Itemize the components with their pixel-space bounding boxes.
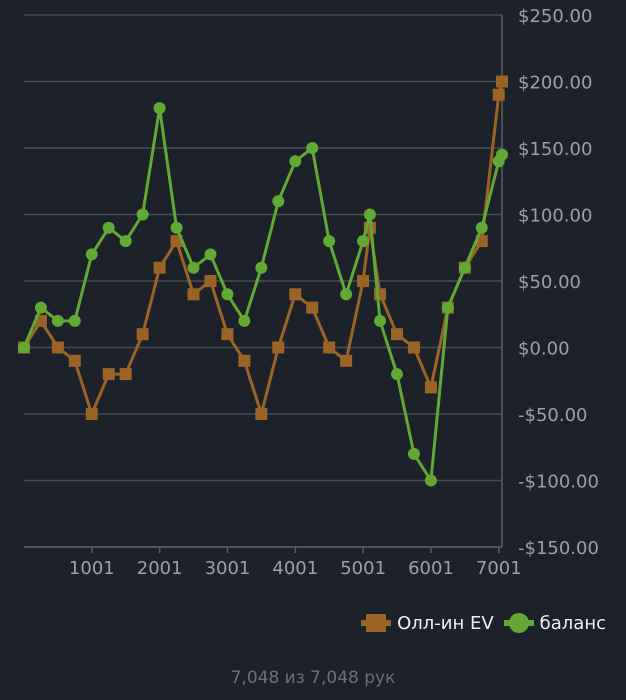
balance-point — [340, 288, 353, 301]
balance-point — [34, 301, 47, 314]
legend-label-ev: Олл-ин EV — [397, 612, 494, 634]
y-tick-label: $100.00 — [518, 206, 592, 227]
y-tick-label: $0.00 — [518, 339, 570, 360]
y-tick-label: $50.00 — [518, 272, 581, 293]
ev-point — [289, 288, 302, 301]
balance-point — [170, 221, 183, 234]
ev-point — [51, 341, 64, 354]
x-tick-label: 2001 — [137, 558, 183, 579]
x-tick-label: 3001 — [205, 558, 251, 579]
y-tick-label: -$150.00 — [518, 538, 599, 559]
ev-point — [255, 408, 268, 420]
balance-point — [323, 235, 336, 248]
legend-item-balance[interactable]: баланс — [503, 612, 606, 634]
balance-point — [119, 235, 132, 248]
ev-point — [323, 341, 336, 354]
balance-point — [68, 314, 81, 327]
chart: -$150.00 -$100.00 -$50.00 $0.00 $50.00 $100.0… — [18, 6, 599, 579]
balance-point — [85, 248, 98, 261]
ev-point — [102, 368, 115, 381]
ev-point — [136, 328, 149, 341]
y-tick-label: -$50.00 — [518, 405, 587, 426]
ev-point — [496, 75, 508, 88]
ev-point — [492, 88, 505, 101]
balance-point — [221, 288, 234, 301]
hands-count: 7,048 из 7,048 рук — [230, 668, 396, 688]
y-tick-label: $250.00 — [518, 6, 592, 27]
balance-point — [204, 248, 217, 261]
balance-point — [18, 341, 30, 354]
ev-point — [221, 328, 234, 341]
balance-point — [102, 221, 115, 234]
legend-label-balance: баланс — [539, 612, 606, 634]
x-tick-label: 5001 — [340, 558, 386, 579]
balance-point — [306, 142, 319, 154]
ev-point — [424, 381, 437, 394]
ev-point — [85, 408, 98, 420]
balance-point — [407, 447, 420, 460]
x-tick-label: 1001 — [69, 558, 115, 579]
balance-point — [441, 301, 454, 314]
y-tick-label: $150.00 — [518, 139, 592, 160]
y-tick-label: $200.00 — [518, 73, 592, 94]
balance-point — [390, 368, 403, 381]
balance-point — [238, 314, 251, 327]
balance-point — [187, 261, 200, 274]
ev-point — [238, 354, 251, 367]
balance-point — [475, 221, 488, 234]
ev-point — [407, 341, 420, 354]
balance-point — [363, 208, 376, 221]
ev-point — [187, 288, 200, 301]
ev-point — [68, 354, 81, 367]
legend: Олл-ин EV баланс — [361, 612, 606, 634]
balance-point — [357, 235, 370, 248]
balance-point — [153, 102, 166, 115]
balance-point — [374, 314, 387, 327]
ev-point — [272, 341, 285, 354]
ev-point — [357, 275, 370, 287]
y-tick-label: -$100.00 — [518, 472, 599, 493]
series-line-1 — [22, 106, 504, 482]
square-marker-icon — [361, 614, 392, 632]
x-tick-label: 6001 — [408, 558, 454, 579]
balance-point — [51, 314, 64, 327]
balance-point — [289, 155, 302, 168]
balance-point — [424, 474, 437, 487]
ev-point — [390, 328, 403, 341]
circle-marker-icon — [503, 613, 534, 633]
balance-point — [272, 195, 285, 208]
x-tick-label: 4001 — [272, 558, 318, 579]
x-tick-label: 7001 — [476, 558, 522, 579]
balance-point — [136, 208, 149, 221]
balance-point — [255, 261, 268, 274]
ev-point — [204, 275, 217, 287]
ev-point — [153, 261, 166, 274]
ev-point — [119, 368, 132, 381]
balance-point — [458, 261, 471, 274]
ev-point — [340, 354, 353, 367]
balance-point — [496, 148, 508, 161]
legend-item-ev[interactable]: Олл-ин EV — [361, 612, 494, 634]
ev-point — [306, 301, 319, 314]
